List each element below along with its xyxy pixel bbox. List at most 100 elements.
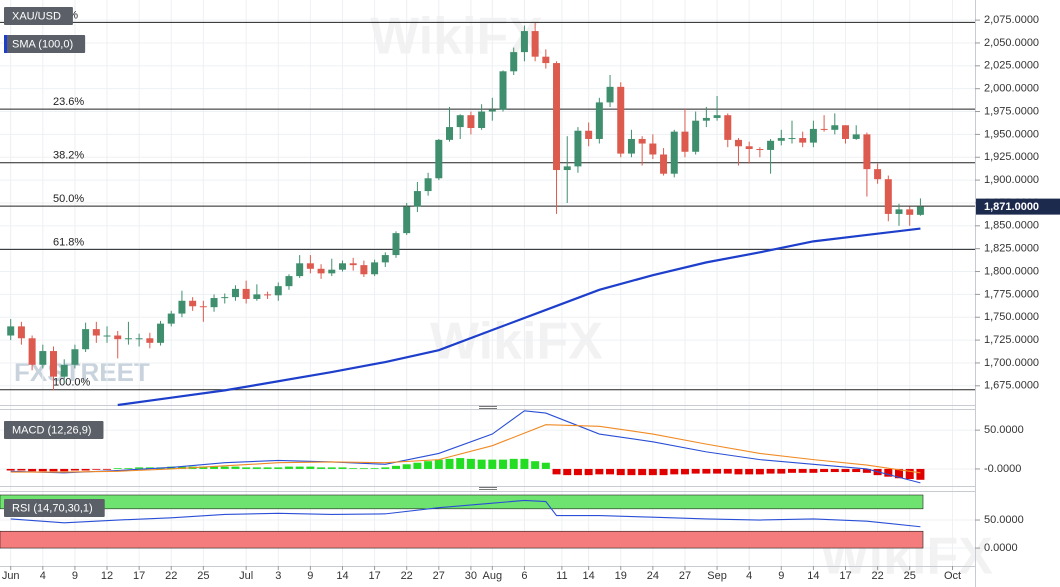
histogram-bar	[852, 468, 861, 473]
candle-body	[916, 206, 924, 215]
candle-body	[178, 300, 186, 314]
histogram-bar	[573, 468, 582, 476]
histogram-bar	[734, 468, 743, 475]
histogram-bar	[702, 468, 711, 474]
candle-body	[606, 86, 614, 103]
candle-body	[874, 169, 882, 180]
x-tick-label: 19	[615, 570, 627, 582]
histogram-bar	[263, 467, 272, 469]
x-tick-label: Sep	[707, 570, 727, 582]
histogram-bar	[499, 459, 508, 469]
candle-body	[413, 191, 421, 207]
histogram-bar	[60, 468, 69, 472]
histogram-bar	[231, 466, 240, 469]
background: WikiFX WikiFX WikiFX FXSTREET	[0, 0, 993, 586]
candle-body	[660, 154, 668, 174]
x-tick-label: 9	[778, 570, 784, 582]
panel-label: MACD (12,26,9)	[4, 421, 104, 439]
histogram-bar	[402, 464, 411, 469]
indicator-line	[10, 410, 921, 484]
histogram-bar	[306, 466, 315, 469]
candle-body	[670, 131, 678, 174]
y-tick-label: 50.0000	[984, 514, 1024, 526]
candle-body	[381, 255, 389, 263]
panel-grip[interactable]	[479, 487, 497, 490]
candle-body	[167, 313, 175, 324]
histogram-bar	[488, 459, 497, 469]
candle-body	[467, 115, 475, 128]
histogram-bar	[70, 468, 79, 471]
panel-grip[interactable]	[479, 406, 497, 409]
histogram-bar	[284, 466, 293, 469]
x-tick-label: 22	[401, 570, 413, 582]
watermark: FXSTREET	[14, 357, 150, 387]
x-tick-label: 9	[72, 570, 78, 582]
x-tick-label: 27	[679, 570, 691, 582]
candle-body	[745, 146, 753, 150]
panel-label-text: SMA (100,0)	[12, 38, 73, 50]
histogram-bar	[38, 468, 47, 472]
y-tick-label: 1,800.0000	[984, 265, 1039, 277]
candle-body	[349, 263, 357, 266]
panel-label: RSI (14,70,30,1)	[4, 499, 105, 517]
candle-body	[231, 288, 239, 298]
histogram-bar	[220, 466, 229, 469]
candle-body	[446, 127, 454, 140]
candle-body	[71, 349, 79, 365]
candle-body	[285, 276, 293, 287]
panel-label-bg	[4, 421, 104, 439]
candle-body	[296, 263, 304, 277]
candle-body	[542, 56, 550, 64]
histogram-bar	[616, 468, 625, 476]
histogram-bar	[745, 468, 754, 475]
histogram-bar	[327, 467, 336, 469]
candle-body	[895, 209, 903, 214]
histogram-bar	[49, 468, 58, 472]
x-tick-label: 3	[275, 570, 281, 582]
panel-label: SMA (100,0)	[4, 35, 86, 53]
candle-body	[531, 31, 539, 57]
histogram-bar	[691, 468, 700, 474]
candle-body	[617, 86, 625, 154]
histogram-bar	[713, 468, 722, 474]
histogram-bar	[648, 468, 657, 476]
histogram-bar	[638, 468, 647, 476]
histogram-bar	[723, 468, 732, 474]
candle-body	[392, 233, 400, 256]
histogram-bar	[338, 467, 347, 469]
x-tick-label: 12	[101, 570, 113, 582]
candle-body	[510, 52, 518, 72]
candle-body	[681, 131, 689, 152]
x-tick-label: 17	[368, 570, 380, 582]
x-tick-label: 22	[871, 570, 883, 582]
x-tick-label: 22	[165, 570, 177, 582]
histogram-bar	[103, 468, 112, 470]
sma-line	[117, 227, 921, 407]
candle-body	[221, 297, 229, 299]
candle-body	[499, 71, 507, 110]
x-tick-label: 27	[433, 570, 445, 582]
histogram-bar	[766, 468, 775, 474]
y-tick-label: 1,925.0000	[984, 151, 1039, 163]
histogram-bar	[113, 468, 122, 469]
candle-body	[799, 138, 807, 143]
histogram-bar	[124, 468, 133, 469]
histogram-bar	[381, 467, 390, 469]
last-price-label: 1,871.0000	[984, 201, 1039, 213]
histogram-bar	[199, 466, 208, 469]
x-tick-label: Oct	[944, 570, 961, 582]
candle-body	[788, 138, 796, 140]
candle-body	[92, 329, 100, 336]
x-tick-label: 4	[746, 570, 752, 582]
histogram-bar	[895, 468, 904, 479]
candle-body	[403, 206, 411, 234]
histogram-bar	[81, 468, 90, 471]
y-tick-label: 2,000.0000	[984, 83, 1039, 95]
candle-body	[242, 288, 250, 299]
histogram-bar	[798, 468, 807, 473]
y-tick-label: 1,775.0000	[984, 288, 1039, 300]
histogram-bar	[135, 467, 144, 469]
candle-body	[553, 63, 561, 171]
candle-body	[371, 262, 379, 275]
y-tick-label: 1,700.0000	[984, 357, 1039, 369]
